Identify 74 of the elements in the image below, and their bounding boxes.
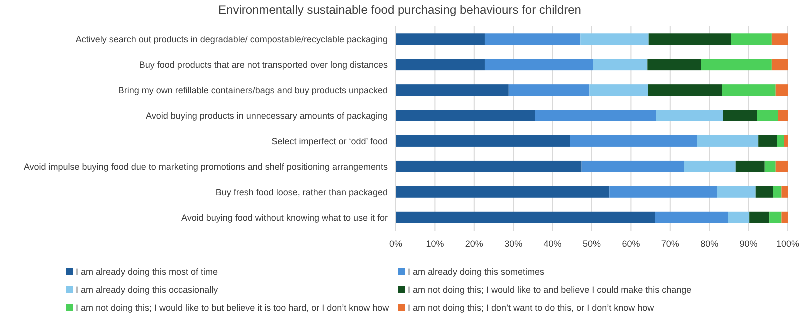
bar [701, 59, 772, 71]
bar [656, 212, 728, 224]
bar [648, 84, 722, 96]
x-tick-label: 50% [582, 239, 602, 249]
bar [570, 136, 698, 147]
chart-title: Environmentally sustainable food purchasing behaviours for children [218, 3, 582, 17]
bar [396, 59, 485, 71]
y-tick-label: Bring my own refillable containers/bags and buy products unpacked [118, 85, 388, 96]
bar [590, 84, 648, 96]
bar [396, 84, 509, 96]
bar [777, 136, 784, 147]
x-tick-label: 60% [622, 239, 640, 249]
bar [717, 186, 756, 198]
bar [723, 110, 758, 122]
bar [610, 186, 718, 198]
bar [728, 212, 750, 224]
bar [722, 84, 776, 96]
bar [750, 212, 770, 224]
bar [648, 59, 702, 71]
bar [396, 160, 582, 172]
legend-label: I am not doing this; I would like to but believe it is too hard, or I don’t know how [76, 303, 390, 313]
bar [484, 59, 594, 71]
bar [593, 59, 648, 71]
bar [776, 160, 788, 172]
bar [778, 110, 788, 122]
bar [773, 186, 782, 198]
legend-label: I am already doing this sometimes [408, 267, 546, 277]
bar [764, 160, 776, 172]
x-tick-label: 30% [504, 239, 523, 249]
legend-label: I am already doing this most of time [76, 267, 218, 277]
bar [736, 160, 765, 172]
y-tick-label: Actively search out products in degradable/ compostable/recyclable packaging [76, 34, 388, 45]
bar [484, 34, 581, 46]
x-tick-label: 90% [740, 239, 758, 249]
bar [535, 110, 656, 122]
bar [582, 160, 684, 172]
bar [772, 34, 788, 46]
legend-label: I am not doing this; I would like to and believe I could make this change [408, 285, 692, 295]
bar [648, 34, 732, 46]
x-tick-label: 10% [426, 239, 444, 249]
y-tick-label: Select imperfect or ‘odd’ food [272, 136, 388, 146]
bar [782, 212, 788, 224]
y-tick-label: Avoid buying food without knowing what to use it for [182, 212, 388, 223]
bar [396, 212, 656, 224]
bar [697, 136, 759, 147]
bar [756, 186, 774, 198]
x-tick-label: 40% [544, 239, 562, 249]
x-tick-label: 100% [776, 239, 800, 249]
x-tick-label: 70% [661, 239, 680, 249]
x-tick-label: 0% [389, 239, 403, 249]
bar [770, 212, 782, 224]
legend-label: I am not doing this; I don’t want to do this, or I don’t know how [408, 303, 655, 313]
bar [731, 34, 772, 46]
y-tick-label: Buy food products that are not transported over long distances [139, 60, 388, 70]
bar [772, 59, 788, 71]
bar [508, 84, 590, 96]
bar [784, 136, 788, 147]
bar [580, 34, 649, 46]
bar [656, 110, 724, 122]
bar [396, 34, 485, 46]
y-tick-label: Avoid buying products in unnecessary amounts of packaging [146, 110, 388, 121]
bar [396, 186, 610, 198]
bar [758, 136, 778, 147]
bar [396, 110, 536, 122]
x-tick-label: 80% [700, 239, 719, 249]
bar [782, 186, 788, 198]
legend-label: I am already doing this occasionally [76, 285, 219, 295]
bar [684, 160, 736, 172]
bar [396, 136, 570, 147]
bar [757, 110, 778, 122]
x-tick-label: 20% [465, 239, 484, 249]
bar [776, 84, 788, 96]
y-tick-label: Buy fresh food loose, rather than packaged [216, 187, 388, 198]
y-tick-label: Avoid impulse buying food due to marketing promotions and shelf positioning arrangements [24, 162, 388, 172]
